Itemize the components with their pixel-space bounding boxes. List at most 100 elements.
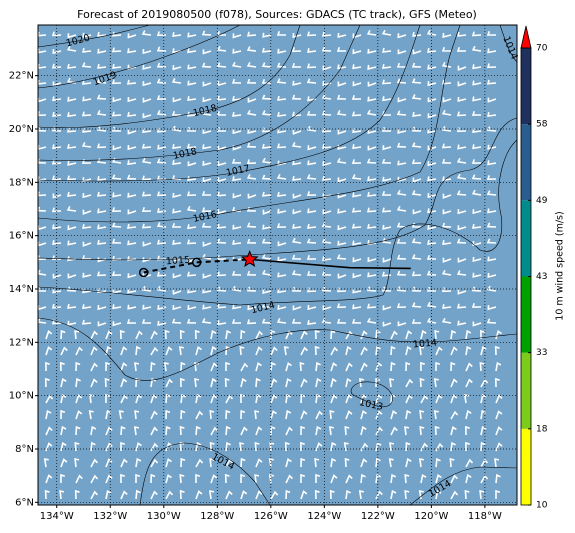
wind-barb [427,64,437,70]
wind-barb [202,177,212,183]
wind-barb [358,378,365,388]
wind-barb [187,80,197,86]
wind-barb [367,223,377,229]
wind-barb [187,64,197,70]
wind-barb [156,46,167,52]
wind-barb [420,361,425,372]
wind-barb [261,94,272,100]
wind-barb [306,110,317,116]
wind-barb [390,409,398,420]
wind-barb [307,145,317,151]
wind-barb [75,410,83,420]
wind-barb [127,145,137,151]
isobar [37,24,461,223]
wind-barb [187,48,197,54]
wind-barb [232,239,242,245]
wind-barb [66,175,77,181]
wind-barb [352,144,362,150]
wind-barb [450,361,456,372]
wind-barb [441,143,452,149]
wind-barb [52,288,62,294]
wind-barb [487,160,497,166]
wind-barb [487,208,497,214]
wind-barb [216,95,227,101]
wind-barb [60,329,66,340]
wind-barb [277,128,287,134]
wind-barb [321,46,332,52]
wind-barb [51,319,62,325]
wind-barb [246,61,257,68]
wind-barb [231,61,242,68]
wind-barb [382,96,392,102]
wind-barb [156,95,167,101]
wind-barb [330,457,337,468]
wind-barb [195,458,204,468]
wind-barb [411,142,422,148]
wind-barb [351,318,362,324]
wind-barb [322,209,332,215]
wind-barb [120,378,128,388]
wind-barb [314,345,320,356]
wind-barb [268,474,274,484]
wind-barb [381,286,392,292]
wind-barb [127,256,137,262]
wind-barb [255,377,261,388]
wind-barb [382,145,392,151]
wind-barb [277,48,287,54]
wind-barb [216,62,227,68]
wind-barb [419,346,425,356]
wind-barb [75,346,83,356]
wind-barb [45,361,50,372]
wind-barb [90,458,98,468]
wind-barb [126,319,137,324]
wind-barb [216,110,226,116]
wind-barb [486,175,497,181]
wind-barb [97,48,107,54]
wind-barb [246,222,257,228]
wind-barb [186,239,197,245]
wind-barb [90,346,98,356]
wind-barb [450,490,459,500]
wind-barb [306,63,317,69]
wind-barb [471,189,482,196]
wind-barb [457,289,467,295]
wind-barb [495,442,503,452]
wind-barb [419,377,425,388]
wind-barb [195,490,203,500]
wind-barb [285,458,292,468]
wind-barb [231,111,242,117]
wind-barb [441,61,452,68]
wind-barb [314,489,320,500]
wind-barb [315,473,321,483]
wind-barb [261,253,272,260]
wind-barb [187,224,197,230]
wind-barb [105,345,112,356]
wind-barb [97,321,107,327]
wind-barb [495,489,501,499]
wind-barb [337,129,347,135]
wind-barb [142,304,152,310]
colorbar-tick-label: 10 [536,501,548,511]
wind-barb [300,490,308,500]
wind-barb [390,330,398,340]
wind-barb [315,377,322,388]
wind-barb [195,441,202,452]
wind-barb [322,161,332,167]
wind-barb [172,192,182,198]
wind-barb [96,78,107,84]
wind-barb [51,207,62,213]
wind-barb [390,345,396,356]
wind-barb [336,303,347,309]
wind-barb [127,160,137,166]
wind-barb [397,176,407,182]
wind-barb [284,441,290,452]
wind-barb [67,63,77,69]
wind-barb [471,111,482,116]
wind-barb [240,393,245,404]
wind-barb [396,238,407,244]
wind-barb [472,272,482,278]
wind-barb [329,409,335,420]
wind-barb [142,128,152,134]
wind-barb [127,192,137,198]
wind-barb [141,319,151,324]
